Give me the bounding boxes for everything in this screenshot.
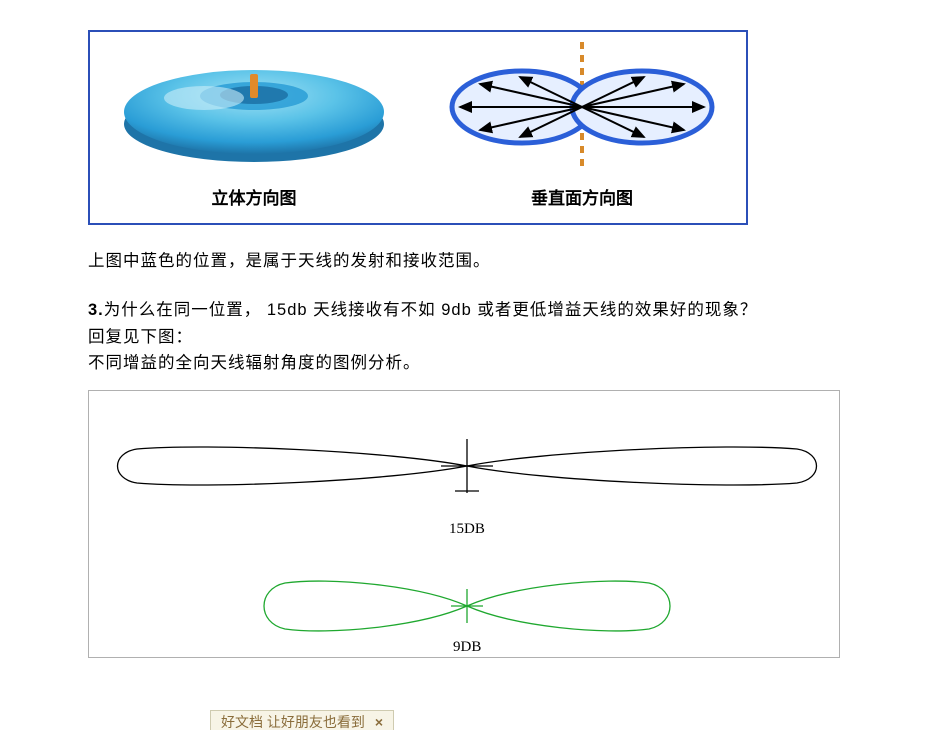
paragraph-4: 不同增益的全向天线辐射角度的图例分析。 bbox=[88, 351, 840, 376]
section-number: 3. bbox=[88, 301, 104, 319]
figure-gain-comparison: 15DB 9DB bbox=[88, 390, 840, 658]
figure-antenna-patterns: 立体方向图 bbox=[88, 30, 748, 225]
figure1-left-caption: 立体方向图 bbox=[90, 184, 418, 209]
vertical-pattern-svg bbox=[422, 32, 742, 187]
paragraph-1: 上图中蓝色的位置，是属于天线的发射和接收范围。 bbox=[88, 249, 840, 274]
close-icon[interactable]: × bbox=[375, 714, 383, 730]
paragraph-2: 3.为什么在同一位置， 15db 天线接收有不如 9db 或者更低增益天线的效果… bbox=[88, 298, 840, 323]
solid-pattern-svg bbox=[94, 32, 414, 187]
label-9db: 9DB bbox=[453, 639, 481, 656]
paragraph-3: 回复见下图： bbox=[88, 325, 840, 350]
share-popup-text: 好文档 让好朋友也看到 bbox=[221, 712, 365, 732]
share-popup: 好文档 让好朋友也看到 × bbox=[210, 710, 394, 730]
figure1-left: 立体方向图 bbox=[90, 32, 418, 223]
figure1-right: 垂直面方向图 bbox=[418, 32, 746, 223]
figure1-right-caption: 垂直面方向图 bbox=[418, 184, 746, 209]
label-15db: 15DB bbox=[449, 521, 485, 538]
question-text: 为什么在同一位置， 15db 天线接收有不如 9db 或者更低增益天线的效果好的… bbox=[104, 301, 758, 319]
